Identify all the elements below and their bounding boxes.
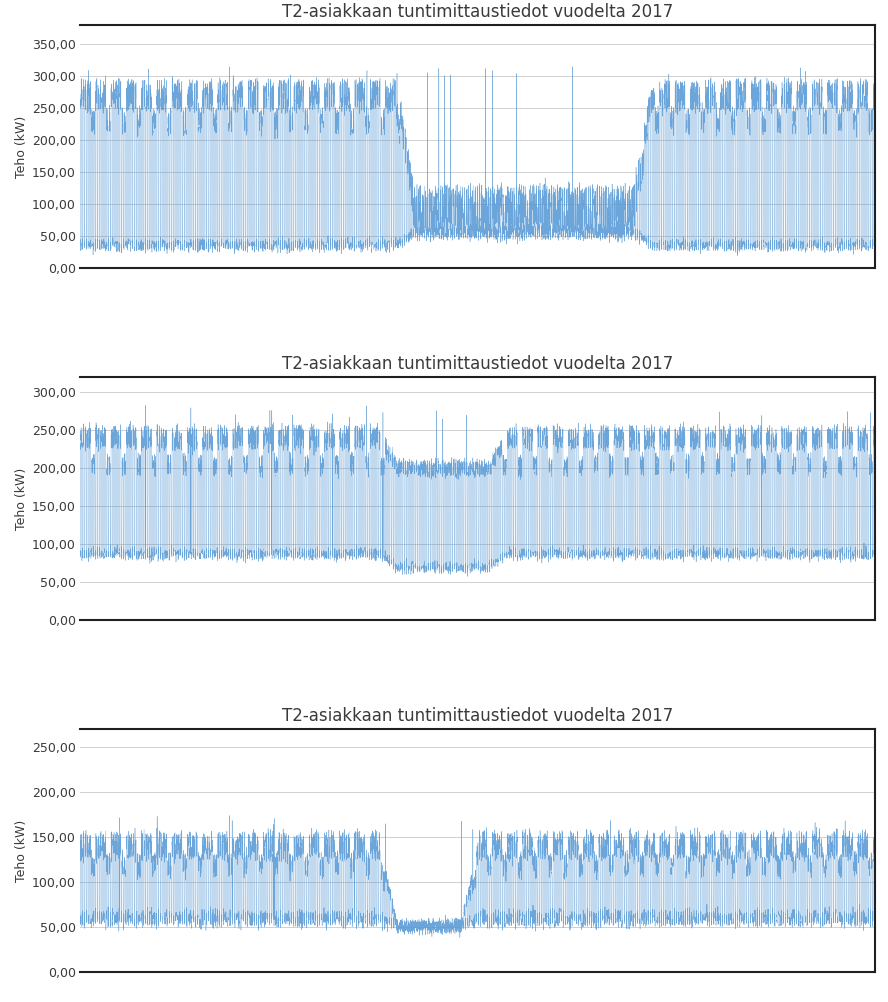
Y-axis label: Teho (kW): Teho (kW): [15, 820, 28, 882]
Y-axis label: Teho (kW): Teho (kW): [15, 467, 28, 530]
Title: T2-asiakkaan tuntimittaustiedot vuodelta 2017: T2-asiakkaan tuntimittaustiedot vuodelta…: [281, 706, 673, 724]
Title: T2-asiakkaan tuntimittaustiedot vuodelta 2017: T2-asiakkaan tuntimittaustiedot vuodelta…: [281, 355, 673, 373]
Title: T2-asiakkaan tuntimittaustiedot vuodelta 2017: T2-asiakkaan tuntimittaustiedot vuodelta…: [281, 3, 673, 21]
Y-axis label: Teho (kW): Teho (kW): [15, 115, 28, 177]
